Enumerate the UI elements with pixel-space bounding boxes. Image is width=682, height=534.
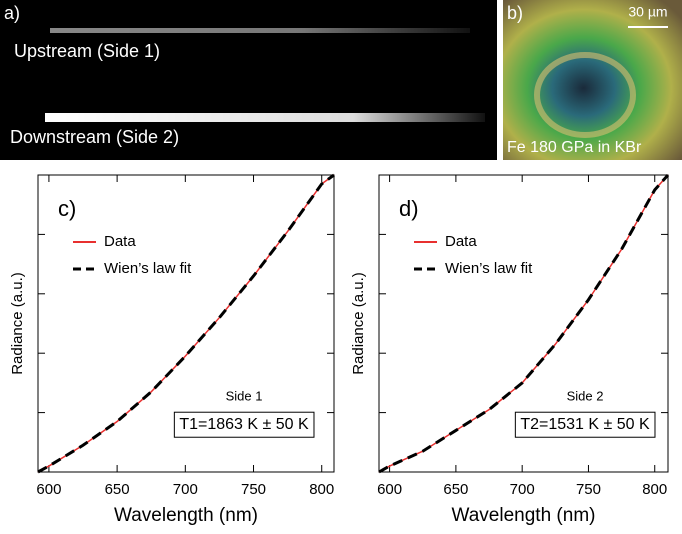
streak-upstream: [50, 28, 470, 33]
image-label: Downstream (Side 2): [10, 127, 179, 147]
x-tick-label: 800: [309, 481, 334, 498]
plot-frame: [378, 174, 669, 473]
x-tick-label: 750: [576, 481, 601, 498]
panel-a: a) Upstream (Side 1) Downstream (Side 2): [0, 0, 497, 160]
y-axis-label: Radiance (a.u.): [350, 272, 367, 375]
legend-label: Data: [445, 233, 477, 250]
x-tick-label: 700: [173, 481, 198, 498]
scale-label: 30 µm: [628, 4, 667, 20]
image-caption: Fe 180 GPa in KBr: [507, 139, 642, 156]
x-axis-label: Wavelength (nm): [452, 505, 596, 526]
x-tick-label: 600: [377, 481, 402, 498]
image-label: Upstream (Side 1): [14, 41, 160, 61]
x-axis-label: Wavelength (nm): [114, 505, 258, 526]
plot-frame: [37, 174, 335, 473]
box-text: T1=1863 K ± 50 K: [179, 416, 309, 433]
text-box: [173, 411, 315, 438]
series-line: [378, 174, 670, 474]
legend-label: Wien’s law fit: [104, 260, 192, 277]
x-tick-label: 750: [241, 481, 266, 498]
panel-b: b) 30 µm Fe 180 GPa in KBr: [503, 0, 682, 160]
legend-label: Wien’s law fit: [445, 260, 533, 277]
sample-ring: [534, 52, 636, 138]
text-box: [514, 411, 656, 438]
annotation: Side 2: [567, 388, 604, 403]
panel-label: a): [4, 3, 20, 23]
x-tick-label: 650: [105, 481, 130, 498]
image-a: [0, 0, 497, 160]
y-axis-label: Radiance (a.u.): [9, 272, 26, 375]
x-tick-label: 600: [36, 481, 61, 498]
series-line: [37, 173, 335, 474]
x-tick-label: 800: [642, 481, 667, 498]
box-text: T2=1531 K ± 50 K: [520, 416, 650, 433]
panel-label: b): [507, 3, 523, 23]
annotation: Side 1: [226, 388, 263, 403]
panel-label: c): [58, 196, 76, 221]
x-tick-label: 650: [443, 481, 468, 498]
panel-label: d): [399, 196, 419, 221]
legend-label: Data: [104, 233, 136, 250]
x-tick-label: 700: [510, 481, 535, 498]
streak-downstream: [45, 113, 485, 122]
